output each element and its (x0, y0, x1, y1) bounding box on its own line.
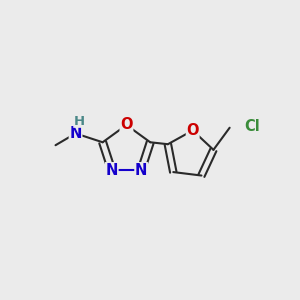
Text: O: O (186, 123, 199, 138)
Text: N: N (135, 163, 147, 178)
Text: N: N (106, 163, 118, 178)
Text: Cl: Cl (244, 119, 260, 134)
Text: O: O (120, 118, 133, 133)
Text: H: H (74, 115, 85, 128)
Text: N: N (69, 126, 82, 141)
